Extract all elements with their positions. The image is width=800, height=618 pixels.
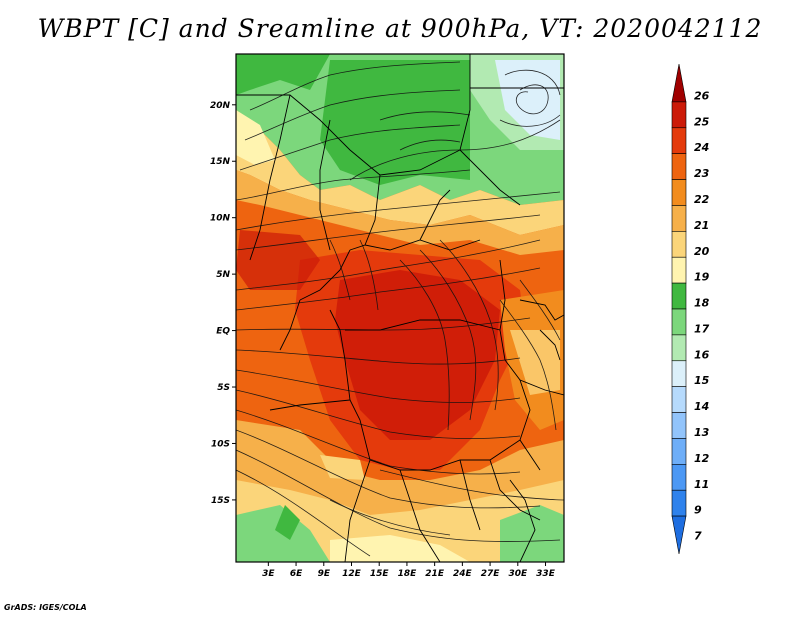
lon-tick-label: 30E (508, 569, 528, 579)
colorbar-label: 15 (694, 374, 710, 387)
lon-tick-label: 15E (370, 569, 390, 579)
colorbar-swatch (671, 489, 687, 517)
colorbar-label: 21 (694, 219, 709, 232)
lat-tick-label: 15S (211, 496, 230, 506)
grads-credit: GrADS: IGES/COLA (4, 603, 87, 612)
colorbar-swatch (671, 282, 687, 310)
colorbar-label: 13 (694, 426, 710, 439)
latitude-axis: 20N 15N 10N 5N EQ 5S 10S 15S (210, 101, 236, 506)
lon-tick-label: 9E (318, 569, 331, 579)
longitude-axis: 3E 6E 9E 12E 15E 18E 21E 24E 27E 30E 33E (262, 562, 556, 579)
colorbar-swatch (671, 231, 687, 258)
lon-tick-label: 33E (536, 569, 556, 579)
map-field (236, 54, 564, 562)
colorbar-swatch (671, 464, 687, 491)
colorbar-label: 7 (694, 530, 702, 543)
lon-tick-label: 21E (425, 569, 445, 579)
colorbar-swatch (671, 63, 687, 103)
streamlines (236, 61, 564, 557)
colorbar-label: 9 (694, 504, 702, 517)
colorbar-label: 18 (694, 297, 710, 310)
colorbar-label: 26 (694, 89, 710, 102)
colorbar-swatch (671, 360, 687, 387)
lat-tick-label: 5N (216, 270, 230, 280)
colorbar-swatch (671, 308, 687, 336)
colorbar-label: 24 (694, 141, 709, 154)
colorbar-label: 22 (694, 193, 710, 206)
colorbar-swatch (671, 205, 687, 232)
lat-tick-label: EQ (216, 327, 230, 337)
colorbar-label: 12 (694, 452, 710, 465)
lon-tick-label: 6E (290, 569, 303, 579)
lat-tick-label: 10N (210, 214, 231, 224)
lat-tick-label: 15N (210, 157, 231, 167)
lon-tick-label: 3E (262, 569, 275, 579)
lon-tick-label: 18E (398, 569, 418, 579)
colorbar-label: 25 (694, 115, 710, 128)
lon-tick-label: 24E (453, 569, 473, 579)
colorbar-label: 23 (694, 167, 710, 180)
colorbar-swatch (671, 153, 687, 180)
colorbar: 26 25 24 23 22 21 20 19 18 17 16 15 14 13 12 11 9 7 (671, 63, 710, 555)
lat-tick-label: 5S (217, 383, 230, 393)
colorbar-swatch (671, 127, 687, 154)
colorbar-swatch (671, 334, 687, 362)
colorbar-swatch (671, 438, 687, 465)
country-borders (236, 54, 564, 562)
colorbar-label: 19 (694, 271, 710, 284)
lon-tick-label: 12E (342, 569, 362, 579)
colorbar-label: 20 (694, 245, 710, 258)
lat-tick-label: 10S (211, 439, 230, 449)
colorbar-label: 16 (694, 348, 710, 361)
lon-tick-label: 27E (481, 569, 501, 579)
colorbar-swatch (671, 179, 687, 206)
lat-tick-label: 20N (210, 101, 231, 111)
colorbar-swatch (671, 256, 687, 284)
colorbar-swatch (671, 101, 687, 129)
colorbar-swatch (671, 515, 687, 555)
colorbar-label: 14 (694, 400, 709, 413)
chart-title: WBPT [C] and Sreamline at 900hPa, VT: 20… (37, 14, 763, 43)
colorbar-swatch (671, 412, 687, 439)
map-frame (235, 53, 565, 563)
colorbar-label: 17 (694, 322, 710, 335)
colorbar-label: 11 (694, 478, 709, 491)
colorbar-swatch (671, 386, 687, 413)
